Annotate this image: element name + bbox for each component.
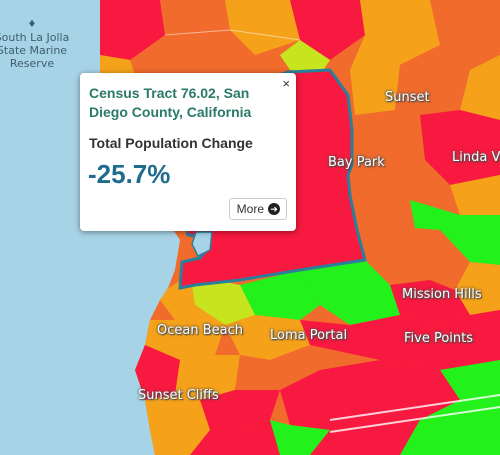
tract[interactable] <box>360 190 420 230</box>
tract[interactable] <box>200 390 280 430</box>
place-bay-park: Bay Park <box>328 155 385 170</box>
tract[interactable] <box>395 45 470 115</box>
tract[interactable] <box>235 345 320 390</box>
tract[interactable] <box>190 420 280 455</box>
tract[interactable] <box>420 110 500 185</box>
place-sunset-cliffs: Sunset Cliffs <box>138 388 219 403</box>
tract[interactable] <box>270 420 330 455</box>
tract[interactable] <box>310 420 420 455</box>
place-loma-portal: Loma Portal <box>270 328 348 343</box>
inlet <box>191 231 213 258</box>
place-linda-vista: Linda V <box>452 150 500 165</box>
tract[interactable] <box>410 200 500 265</box>
tract[interactable] <box>175 355 240 400</box>
tract[interactable] <box>365 230 470 285</box>
road <box>164 29 301 41</box>
tract-popup: × Census Tract 76.02, San Diego County, … <box>80 73 296 231</box>
metric-label: Total Population Change <box>89 135 253 151</box>
tract[interactable] <box>100 0 165 60</box>
tract[interactable] <box>225 315 310 360</box>
road <box>329 406 500 433</box>
close-icon[interactable]: × <box>282 76 290 91</box>
arrow-right-circle-icon: ➜ <box>268 203 280 215</box>
tract[interactable] <box>390 280 470 325</box>
tract[interactable] <box>360 0 440 65</box>
more-button[interactable]: More ➜ <box>228 198 287 220</box>
tract[interactable] <box>290 0 365 60</box>
place-ocean-beach: Ocean Beach <box>157 323 243 338</box>
place-mission-hills: Mission Hills <box>402 287 482 302</box>
popup-title: Census Tract 76.02, San Diego County, Ca… <box>89 85 252 120</box>
road <box>329 394 500 421</box>
tract[interactable] <box>460 55 500 120</box>
place-five-points: Five Points <box>404 331 474 346</box>
tract[interactable] <box>135 345 180 400</box>
tract[interactable] <box>300 260 400 325</box>
tract[interactable] <box>450 175 500 215</box>
tract[interactable] <box>280 360 460 430</box>
tract[interactable] <box>280 40 330 75</box>
marine-reserve-label: ♦ South La Jolla State Marine Reserve <box>0 18 72 70</box>
tract[interactable] <box>350 150 450 195</box>
tract[interactable] <box>430 0 500 70</box>
place-sunset: Sunset <box>385 90 430 105</box>
pin-icon: ♦ <box>27 19 37 30</box>
marine-reserve-text: South La Jolla State Marine Reserve <box>0 31 70 70</box>
tract[interactable] <box>350 35 400 115</box>
metric-value: -25.7% <box>88 159 171 189</box>
tract[interactable] <box>145 305 225 360</box>
tract[interactable] <box>440 360 500 400</box>
tract[interactable] <box>300 310 500 370</box>
tract[interactable] <box>145 395 210 455</box>
tract[interactable] <box>240 270 320 320</box>
more-label: More <box>236 202 264 216</box>
tract[interactable] <box>225 0 300 55</box>
tract[interactable] <box>455 262 500 315</box>
